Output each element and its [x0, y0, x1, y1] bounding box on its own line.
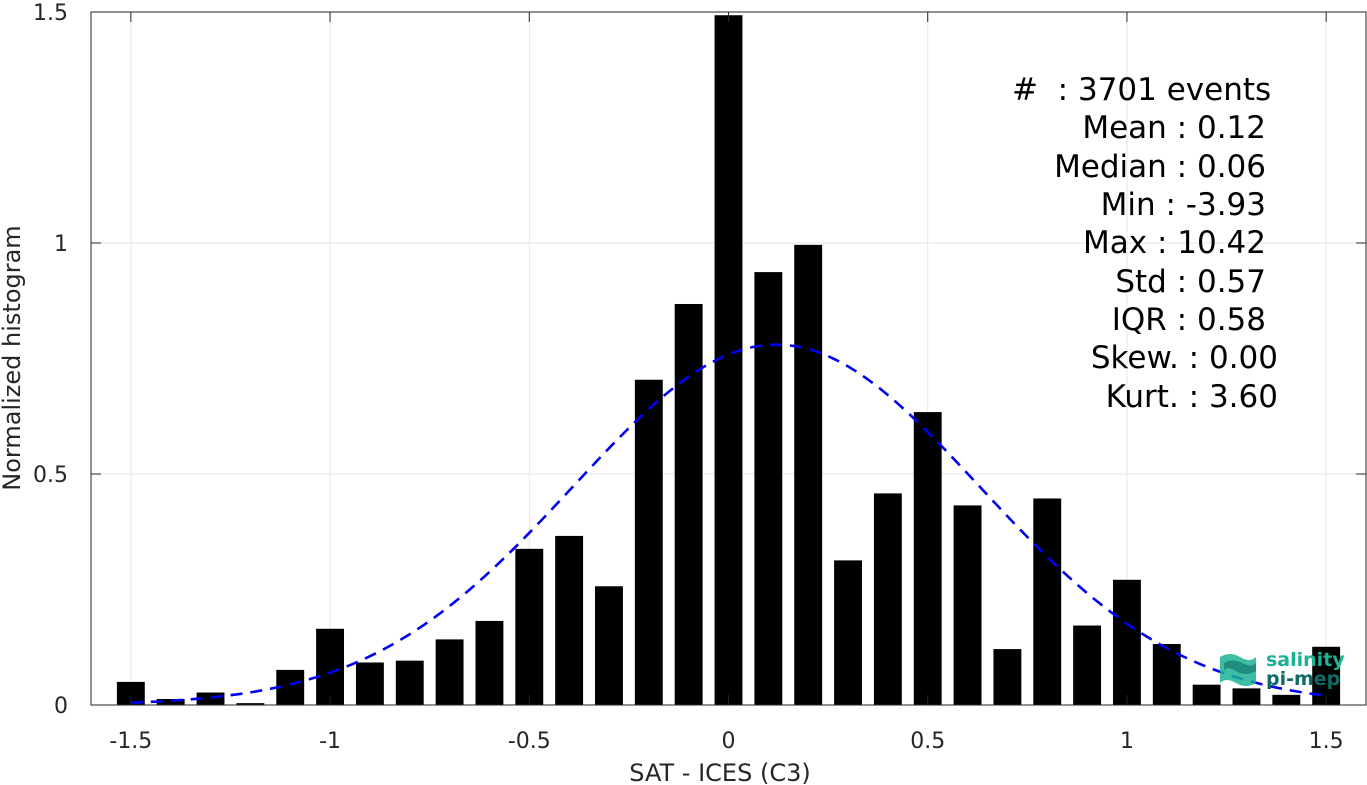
- histogram-bar: [834, 560, 862, 705]
- histogram-bar: [754, 272, 783, 705]
- histogram-bar: [395, 660, 424, 705]
- axis-ticks: [91, 11, 1366, 706]
- salinity-pimep-logo: salinity pi-mep: [1218, 646, 1348, 694]
- histogram-bar: [316, 628, 345, 705]
- x-tick-labels: -1.5 -1 -0.5 0 0.5 1 1.5: [109, 729, 1343, 754]
- histogram-bar: [634, 379, 663, 705]
- logo-line-1: salinity: [1266, 649, 1345, 671]
- y-axis-label: Normalized histogram: [0, 225, 26, 490]
- histogram-bar: [714, 15, 743, 705]
- histogram-bar: [1073, 625, 1102, 705]
- x-tick-label: 0: [722, 729, 736, 754]
- y-tick-label: 1.5: [33, 1, 68, 26]
- x-tick-label: 1.5: [1309, 729, 1344, 754]
- y-tick-label: 0.5: [33, 463, 68, 488]
- histogram-bar: [1272, 694, 1301, 705]
- histogram-bar: [953, 505, 982, 705]
- y-tick-label: 1: [54, 232, 68, 257]
- histogram-bar: [1112, 579, 1141, 705]
- x-tick-label: -1: [319, 729, 341, 754]
- x-axis-label: SAT - ICES (C3): [629, 759, 810, 785]
- histogram-bar: [1232, 688, 1261, 705]
- x-tick-label: -0.5: [508, 729, 551, 754]
- x-tick-label: 1: [1120, 729, 1134, 754]
- stat-median: Median : 0.06: [1054, 149, 1266, 185]
- histogram-bar: [355, 662, 384, 705]
- wave-logo-icon: [1220, 654, 1256, 686]
- histogram-bars: [116, 15, 1341, 705]
- stat-max: Max : 10.42: [1083, 225, 1266, 261]
- histogram-bar: [794, 244, 823, 705]
- histogram-bar: [156, 698, 185, 705]
- stat-std: Std : 0.57: [1115, 264, 1266, 300]
- stat-kurt: Kurt. : 3.60: [1105, 379, 1278, 415]
- y-tick-label: 0: [54, 694, 68, 719]
- stat-iqr: IQR : 0.58: [1111, 302, 1266, 338]
- histogram-bar: [595, 586, 623, 705]
- histogram-bar: [1192, 684, 1221, 705]
- x-tick-label: 0.5: [910, 729, 945, 754]
- stat-count: # : 3701 events: [1012, 72, 1272, 108]
- histogram-bar: [555, 535, 584, 705]
- logo-line-2: pi-mep: [1266, 668, 1341, 690]
- stat-mean: Mean : 0.12: [1082, 110, 1266, 146]
- histogram-bar: [515, 548, 544, 705]
- histogram-bar: [674, 303, 703, 705]
- histogram-bar: [873, 493, 902, 705]
- y-tick-labels: 0 0.5 1 1.5: [33, 1, 68, 719]
- histogram-bar: [1033, 498, 1062, 705]
- stat-skew: Skew. : 0.00: [1090, 340, 1278, 376]
- histogram-bar: [475, 620, 504, 705]
- stat-min: Min : -3.93: [1100, 187, 1266, 223]
- histogram-bar: [435, 639, 464, 705]
- histogram-bar: [236, 703, 265, 705]
- histogram-bar: [913, 412, 942, 705]
- x-tick-label: -1.5: [109, 729, 152, 754]
- histogram-bar: [116, 681, 145, 705]
- histogram-bar: [993, 649, 1022, 705]
- gaussian-fit-curve: [130, 343, 1327, 704]
